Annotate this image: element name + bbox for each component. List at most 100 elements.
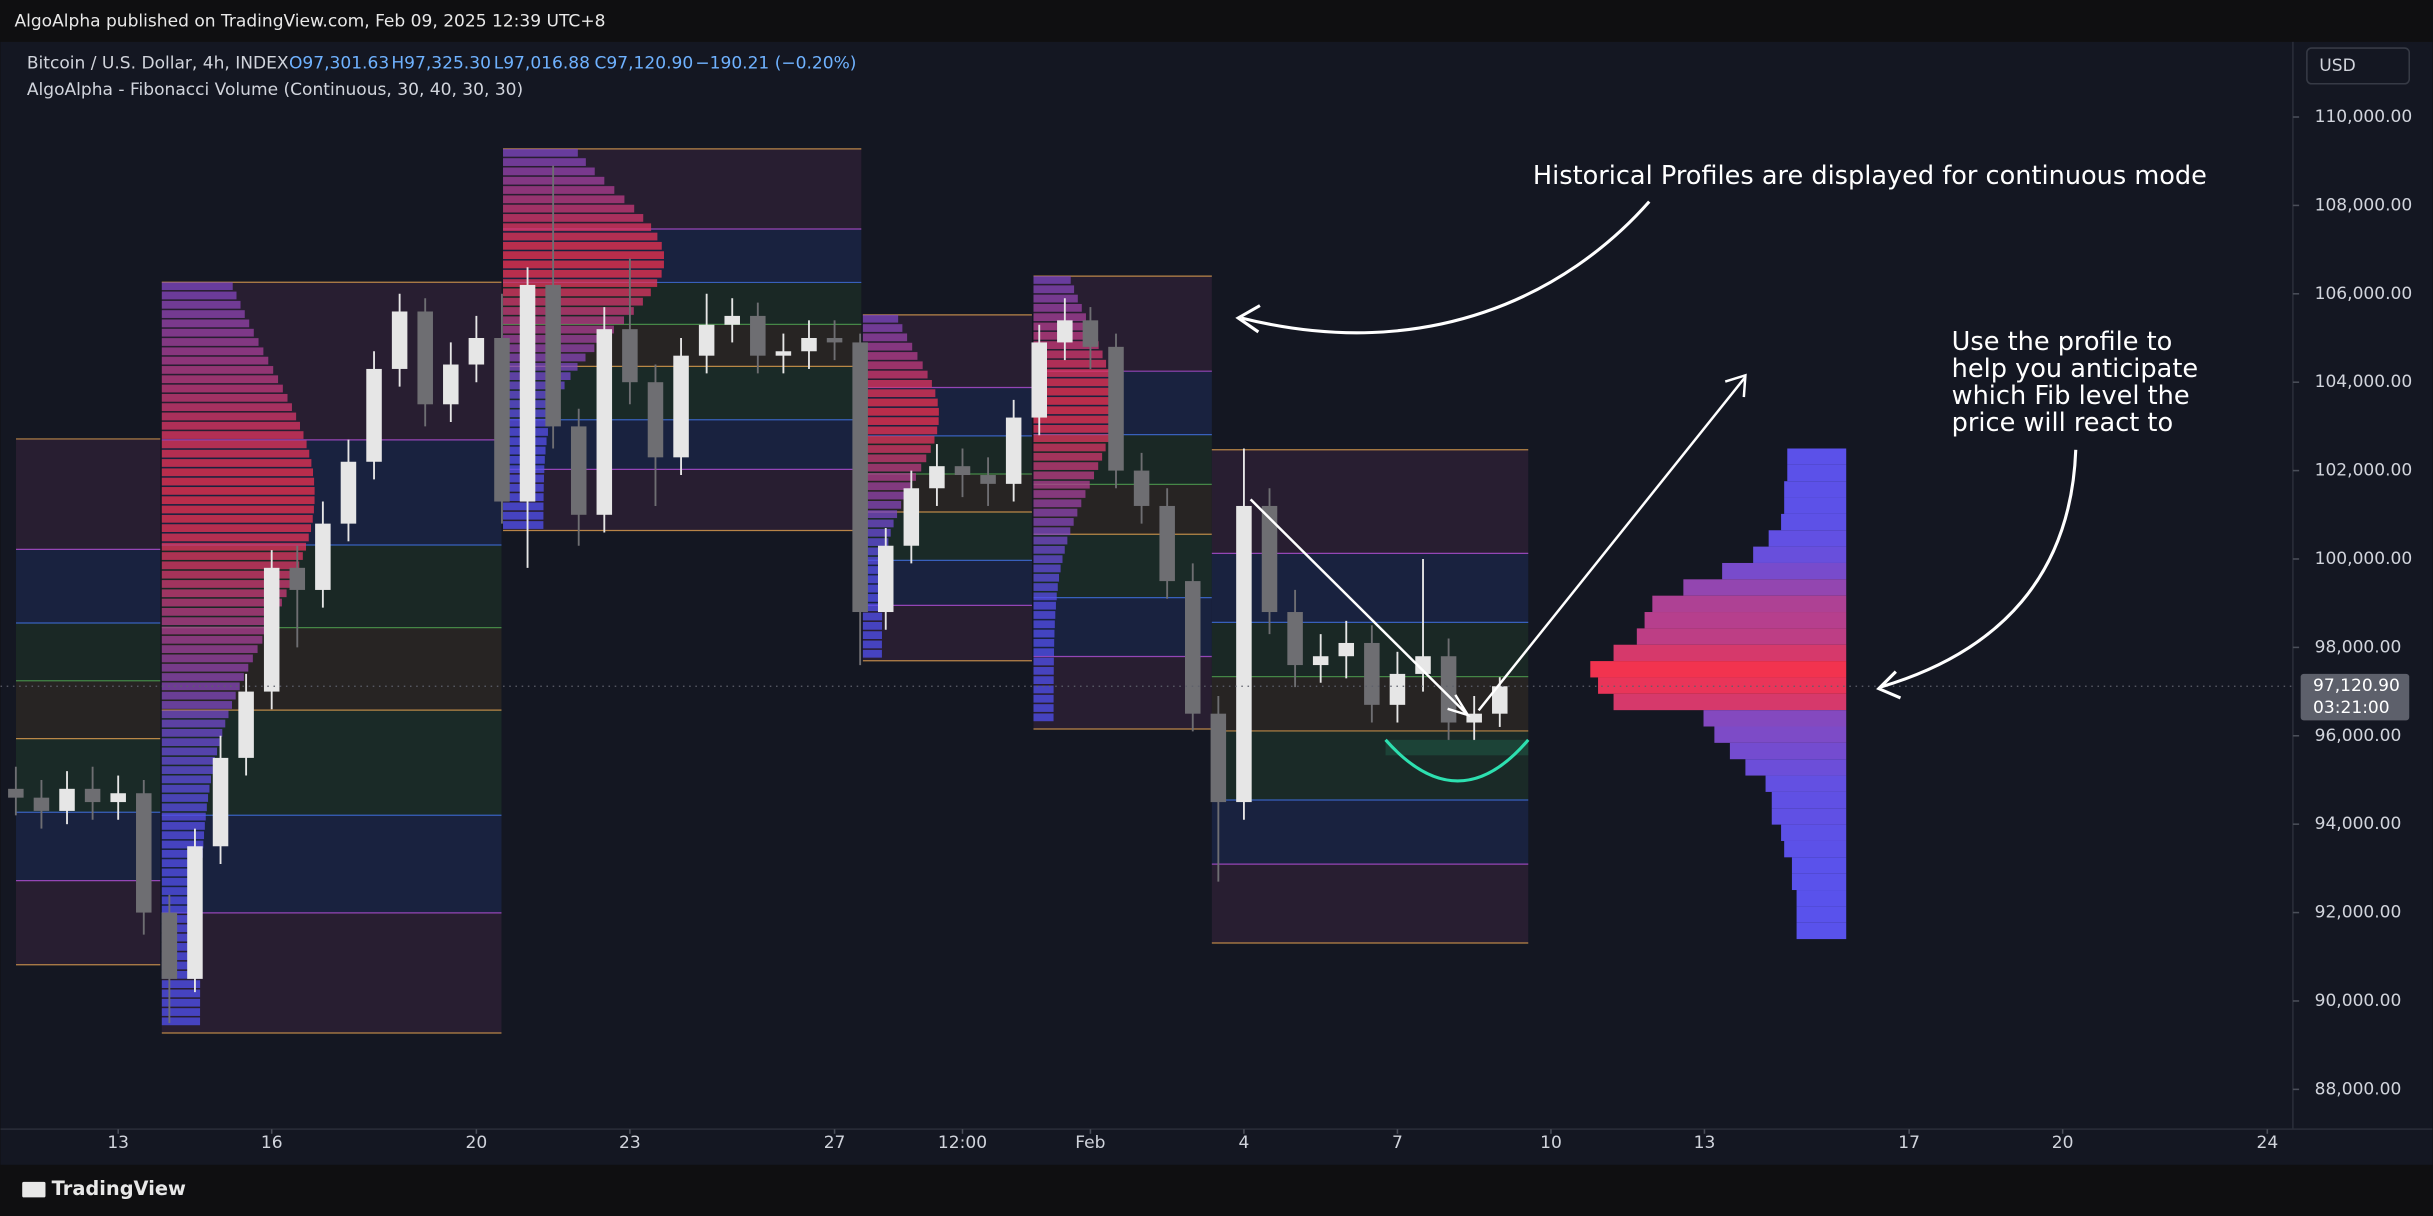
historical-profile-bar <box>161 328 254 337</box>
profile-bar <box>1598 677 1847 694</box>
candle-body <box>136 793 152 913</box>
historical-profile-bar <box>862 389 936 398</box>
candle-body <box>826 338 843 343</box>
y-tick-label: 104,000.00 <box>2315 372 2413 392</box>
annotation-arrow <box>1477 376 1747 712</box>
historical-profile-bar <box>161 868 202 877</box>
profile-bar <box>1714 726 1847 743</box>
currency-button[interactable] <box>2306 47 2411 85</box>
historical-profile-bar <box>161 459 312 467</box>
x-tick-label: 13 <box>107 1133 129 1153</box>
historical-profile-bar <box>161 412 297 421</box>
historical-profile-bar <box>161 896 202 905</box>
currency[interactable]: USD <box>2319 56 2355 76</box>
historical-profile-bar <box>1033 527 1071 536</box>
candle-body <box>468 338 485 365</box>
historical-profile-bar <box>862 426 938 435</box>
candle-body <box>315 523 331 590</box>
profile-bar <box>1787 448 1847 465</box>
fib-band <box>1211 799 1529 865</box>
fib-band <box>862 605 1032 661</box>
x-tick-label: 12:00 <box>938 1133 987 1153</box>
historical-profile-bar <box>161 691 236 700</box>
historical-profile-bar <box>1033 694 1054 703</box>
historical-profile-bar <box>161 608 278 616</box>
profile-bar <box>1791 873 1847 891</box>
historical-profile-bar <box>1033 499 1082 508</box>
candle-body <box>1185 581 1201 714</box>
historical-profile-bar <box>503 279 658 287</box>
x-tick-label: 24 <box>2256 1133 2278 1153</box>
candle-body <box>980 475 996 484</box>
profile-bar <box>1683 579 1847 596</box>
historical-profile-bar <box>503 521 544 529</box>
profile-bar <box>1644 612 1847 629</box>
historical-profile-bar <box>161 775 212 784</box>
candle-body <box>59 788 75 811</box>
historical-profile-bar <box>161 300 241 309</box>
historical-profile-bar <box>503 269 662 278</box>
historical-profile-bar <box>1033 378 1112 387</box>
ohlc-value: O97,301.63 <box>289 54 389 74</box>
fib-band <box>1033 534 1212 598</box>
x-tick-label: 10 <box>1540 1133 1562 1153</box>
fib-band <box>16 680 161 739</box>
candle-body <box>1312 656 1329 666</box>
historical-profile-bar <box>161 756 215 765</box>
historical-profile-bar <box>161 487 315 495</box>
annotation: Historical Profiles are displayed for co… <box>1533 161 2207 191</box>
candle-body <box>161 912 178 979</box>
marks: 110,000.00 108,000.00 106,000.00 104,000.00… <box>0 107 2413 1153</box>
candle-body <box>110 793 126 803</box>
historical-profile-bar <box>161 635 263 644</box>
historical-profile-bar <box>1033 359 1107 368</box>
historical-profile-bar <box>862 380 932 388</box>
ohlc-value: C97,120.90 <box>595 54 694 74</box>
historical-profile-bar <box>161 719 226 728</box>
historical-profile-bar <box>161 663 249 672</box>
x-tick-label: Feb <box>1075 1133 1105 1153</box>
historical-profile-bar <box>161 877 202 886</box>
ohlc-value: −190.21 (−0.20%) <box>695 54 856 74</box>
historical-profile-bar <box>503 362 578 371</box>
historical-profile-bar <box>1033 415 1113 424</box>
profile-bar <box>1636 628 1847 645</box>
profile-bar <box>1745 759 1847 776</box>
historical-profile-bar <box>1033 276 1071 284</box>
profile-bar <box>1765 775 1847 792</box>
historical-profile-bar <box>862 491 906 500</box>
historical-profile-bar <box>161 728 223 737</box>
candle-body <box>8 788 24 798</box>
historical-profile-bar <box>161 859 203 868</box>
y-tick-label: 100,000.00 <box>2315 549 2413 569</box>
historical-profile-bar <box>161 989 201 998</box>
historical-profile-bar <box>1033 490 1086 498</box>
historical-profile-bar <box>161 393 288 402</box>
historical-profile-bar <box>862 314 899 323</box>
historical-profile-bar <box>1033 704 1054 712</box>
historical-profile-bar <box>161 384 283 393</box>
fib-band <box>161 815 502 913</box>
historical-profile-bar <box>161 440 307 449</box>
fib-band <box>1033 597 1212 657</box>
historical-profile-bar <box>161 654 253 663</box>
candle-body <box>1466 713 1482 723</box>
support-zone <box>1385 739 1529 756</box>
candle-body <box>1415 656 1431 674</box>
profile-bar <box>1796 906 1847 923</box>
y-tick-label: 108,000.00 <box>2315 195 2413 215</box>
profile-bar <box>1781 824 1847 841</box>
historical-profile-bar <box>862 575 884 584</box>
candle-body <box>212 757 229 847</box>
fib-band <box>1033 656 1212 729</box>
candle-body <box>1440 656 1457 723</box>
candle-body <box>263 567 280 692</box>
profile-bar <box>1771 791 1847 809</box>
candle-body <box>596 329 613 515</box>
historical-profile-bar <box>161 933 201 942</box>
historical-profile-bar <box>503 186 615 194</box>
historical-profile-bar <box>1033 555 1063 564</box>
x-tick-label: 20 <box>466 1133 488 1153</box>
historical-profile-bar <box>161 617 273 626</box>
